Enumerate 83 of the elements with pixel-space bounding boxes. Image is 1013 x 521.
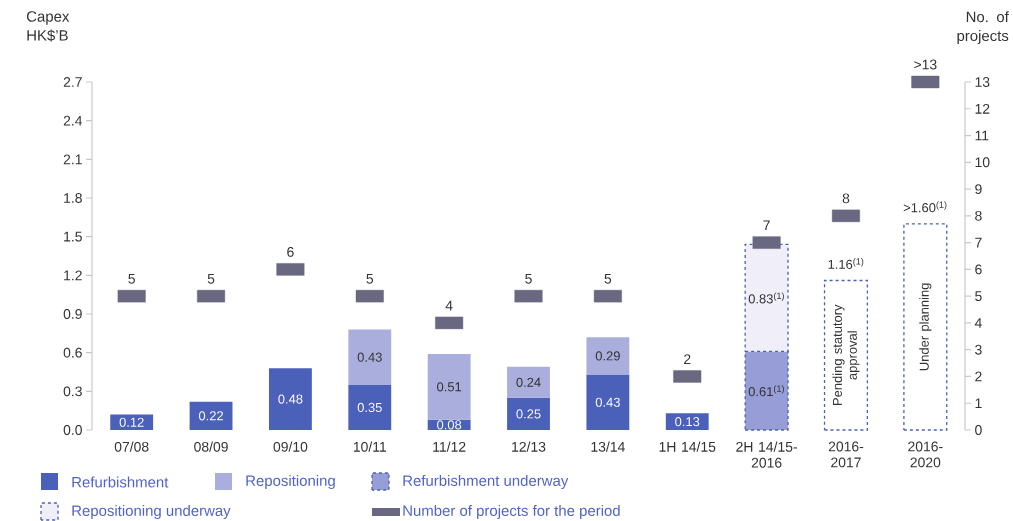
x-tick-label: 2H 14/15-2016 — [736, 441, 797, 468]
data-label: 0.12 — [119, 417, 144, 427]
y2-tick-label: 7 — [975, 237, 982, 248]
data-label: 5 — [366, 273, 374, 284]
bar — [427, 353, 471, 420]
x-tick-label: 08/09 — [194, 441, 228, 452]
y-tick-label: 2.4 — [63, 115, 83, 126]
data-label: 5 — [128, 273, 135, 284]
data-label: 5 — [207, 273, 215, 284]
y2-tick-label: 12 — [975, 103, 990, 114]
data-label: 0.61$^{(1)}$ — [748, 385, 784, 397]
legend-label: Refurbishment — [72, 476, 169, 488]
x-tick-label: 2016-2020 — [908, 441, 943, 468]
y-tick-label: 0.9 — [63, 309, 82, 319]
data-label: 4 — [445, 300, 453, 311]
data-label: 0.24 — [516, 377, 541, 387]
data-label: 0.25 — [516, 409, 541, 419]
y2-tick-label: 1 — [975, 398, 982, 409]
data-label: 8 — [842, 193, 850, 204]
bar — [586, 374, 630, 430]
data-label: >13 — [914, 59, 937, 70]
x-tick-label: 13/14 — [591, 441, 625, 452]
y2-tick-label: 6 — [975, 264, 982, 275]
y2-tick-label: 13 — [975, 77, 990, 87]
y-tick-label: 2.1 — [63, 154, 82, 165]
data-label: 0.83$^{(1)}$ — [748, 292, 784, 304]
bar — [903, 223, 948, 431]
data-label: >1.60$^{(1)}$ — [903, 201, 947, 213]
data-label: 0.29 — [595, 351, 620, 361]
data-label: 0.43 — [357, 352, 382, 362]
y-tick-label: 0.6 — [63, 347, 82, 358]
legend-label: Repositioning underway — [72, 505, 231, 519]
data-label: 0.51 — [437, 382, 462, 392]
x-tick-label: 12/13 — [512, 441, 546, 452]
x-tick-label: 2016-2017 — [828, 441, 864, 468]
data-label: 0.35 — [357, 402, 382, 413]
y-tick-label: 0.3 — [63, 386, 82, 397]
y-tick-label: 2.7 — [63, 77, 82, 87]
data-label: 5 — [525, 273, 532, 284]
x-tick-label: 09/10 — [273, 441, 308, 452]
legend-label: Refurbishment underway — [403, 475, 569, 489]
y-tick-label: 1.8 — [64, 193, 82, 203]
y2-tick-label: 11 — [975, 130, 989, 141]
x-tick-label: 11/12 — [433, 441, 466, 452]
bar — [586, 337, 630, 375]
annotation: Pending statutory approval — [832, 304, 860, 405]
bar — [507, 397, 550, 430]
data-label: 7 — [763, 220, 770, 231]
bar — [823, 279, 869, 431]
legend-label: Number of projects for the period — [403, 505, 620, 519]
y2-tick-label: 10 — [975, 157, 990, 168]
data-label: 0.48 — [278, 394, 303, 404]
y2-tick-label: 2 — [975, 371, 982, 382]
x-tick-label: 10/11 — [353, 441, 387, 452]
y2-tick-label: 4 — [974, 318, 982, 328]
bar — [348, 384, 392, 430]
data-label: 0.13 — [675, 417, 700, 427]
x-tick-label: 1H 14/15 — [659, 441, 716, 452]
y2-tick-label: 8 — [975, 210, 982, 221]
data-label: 5 — [604, 273, 612, 284]
y2-tick-label: 0 — [975, 425, 982, 435]
bar — [348, 329, 392, 385]
data-label: 0.08 — [437, 420, 462, 430]
annotation: Under planning — [919, 283, 932, 371]
y2-tick-label: 3 — [975, 344, 982, 355]
y2-tick-label: 5 — [975, 291, 982, 302]
bar — [665, 413, 709, 430]
data-label: 0.43 — [595, 397, 620, 407]
data-label: 1.16$^{(1)}$ — [828, 257, 864, 269]
x-tick-label: 07/08 — [114, 441, 149, 452]
bar — [507, 366, 550, 398]
data-label: 0.22 — [198, 411, 223, 421]
y2-axis-title: No. of projects — [957, 11, 1009, 45]
y-tick-label: 0.0 — [63, 425, 82, 435]
data-label: 2 — [684, 354, 691, 364]
data-label: 6 — [287, 246, 294, 257]
bar — [268, 368, 312, 430]
bar — [189, 401, 233, 430]
y-tick-label: 1.5 — [64, 231, 82, 242]
legend-label: Repositioning — [246, 475, 335, 489]
y-tick-label: 1.2 — [64, 270, 82, 281]
y2-tick-label: 9 — [975, 184, 982, 195]
y-axis-title: Capex HK$’B — [26, 11, 70, 42]
